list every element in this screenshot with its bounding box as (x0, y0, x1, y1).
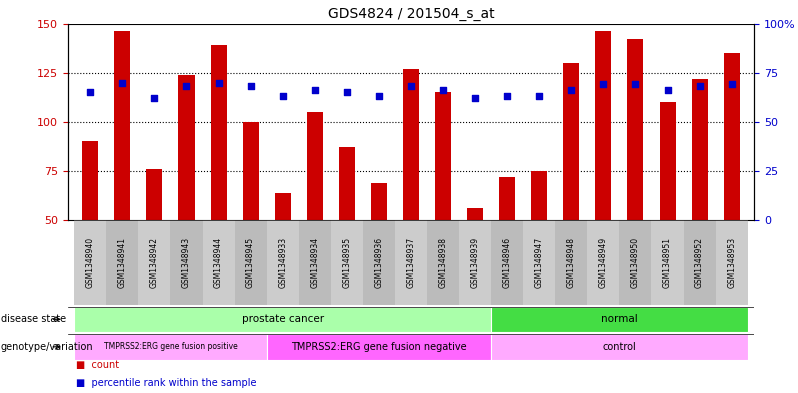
Bar (211, 45, 227, 220)
Text: GSM1348942: GSM1348942 (150, 237, 159, 288)
Point (373, 93, 385, 99)
Bar (500, 177, 516, 220)
Bar (659, 102, 676, 220)
Bar (171, 220, 203, 305)
Bar (403, 69, 419, 220)
Bar (459, 220, 491, 305)
Bar (331, 220, 363, 305)
Bar (298, 220, 331, 305)
Bar (243, 122, 259, 220)
Bar (267, 334, 491, 360)
Text: GSM1348941: GSM1348941 (118, 237, 127, 288)
Bar (491, 307, 748, 332)
Point (597, 81, 610, 88)
Point (725, 81, 738, 88)
Bar (491, 220, 523, 305)
Bar (563, 63, 579, 220)
Text: GSM1348947: GSM1348947 (535, 237, 543, 288)
Text: GSM1348950: GSM1348950 (631, 237, 640, 288)
Text: GSM1348945: GSM1348945 (246, 237, 255, 288)
Text: GSM1348936: GSM1348936 (374, 237, 383, 288)
Text: GSM1348933: GSM1348933 (279, 237, 287, 288)
Bar (435, 92, 451, 220)
Point (405, 83, 417, 90)
Bar (523, 220, 555, 305)
Title: GDS4824 / 201504_s_at: GDS4824 / 201504_s_at (328, 7, 494, 21)
Point (565, 87, 578, 94)
Bar (74, 334, 267, 360)
Bar (627, 39, 643, 220)
Text: control: control (602, 342, 636, 352)
Bar (555, 220, 587, 305)
Point (116, 79, 128, 86)
Point (533, 93, 546, 99)
Text: GSM1348946: GSM1348946 (503, 237, 512, 288)
Bar (716, 220, 748, 305)
Bar (595, 31, 611, 220)
Text: GSM1348934: GSM1348934 (310, 237, 319, 288)
Point (276, 93, 289, 99)
Point (148, 95, 161, 101)
Text: genotype/variation: genotype/variation (1, 342, 93, 352)
Text: GSM1348940: GSM1348940 (85, 237, 95, 288)
Point (661, 87, 674, 94)
Point (468, 95, 481, 101)
Bar (467, 208, 483, 220)
Text: ■  count: ■ count (76, 360, 119, 370)
Bar (724, 53, 740, 220)
Text: TMPRSS2:ERG gene fusion positive: TMPRSS2:ERG gene fusion positive (104, 342, 237, 351)
Point (693, 83, 706, 90)
Text: GSM1348939: GSM1348939 (471, 237, 480, 288)
Text: GSM1348943: GSM1348943 (182, 237, 191, 288)
Point (629, 81, 642, 88)
Bar (114, 31, 130, 220)
Text: GSM1348951: GSM1348951 (663, 237, 672, 288)
Bar (106, 220, 138, 305)
Text: GSM1348937: GSM1348937 (406, 237, 416, 288)
Bar (179, 75, 195, 220)
Bar (395, 220, 427, 305)
Point (501, 93, 514, 99)
Text: GSM1348944: GSM1348944 (214, 237, 223, 288)
Text: normal: normal (601, 314, 638, 324)
Text: TMPRSS2:ERG gene fusion negative: TMPRSS2:ERG gene fusion negative (291, 342, 467, 352)
Text: GSM1348952: GSM1348952 (695, 237, 704, 288)
Bar (203, 220, 235, 305)
Point (308, 87, 321, 94)
Bar (619, 220, 651, 305)
Text: GSM1348938: GSM1348938 (439, 237, 448, 288)
Bar (651, 220, 684, 305)
Bar (587, 220, 619, 305)
Bar (267, 220, 298, 305)
Text: GSM1348949: GSM1348949 (598, 237, 608, 288)
Bar (427, 220, 459, 305)
Point (180, 83, 193, 90)
Bar (339, 147, 355, 220)
Bar (692, 79, 708, 220)
Bar (138, 220, 171, 305)
Point (437, 87, 449, 94)
Bar (74, 220, 106, 305)
Bar (146, 169, 163, 220)
Bar (235, 220, 267, 305)
Bar (82, 141, 98, 220)
Bar (363, 220, 395, 305)
Text: prostate cancer: prostate cancer (242, 314, 324, 324)
Bar (371, 183, 387, 220)
Bar (74, 307, 491, 332)
Point (341, 89, 354, 95)
Text: disease state: disease state (1, 314, 66, 324)
Text: GSM1348948: GSM1348948 (567, 237, 576, 288)
Bar (684, 220, 716, 305)
Text: ■  percentile rank within the sample: ■ percentile rank within the sample (76, 378, 256, 388)
Text: GSM1348935: GSM1348935 (342, 237, 351, 288)
Bar (491, 334, 748, 360)
Point (212, 79, 225, 86)
Bar (306, 112, 322, 220)
Point (244, 83, 257, 90)
Point (84, 89, 97, 95)
Bar (275, 193, 290, 220)
Text: GSM1348953: GSM1348953 (727, 237, 737, 288)
Bar (531, 171, 547, 220)
